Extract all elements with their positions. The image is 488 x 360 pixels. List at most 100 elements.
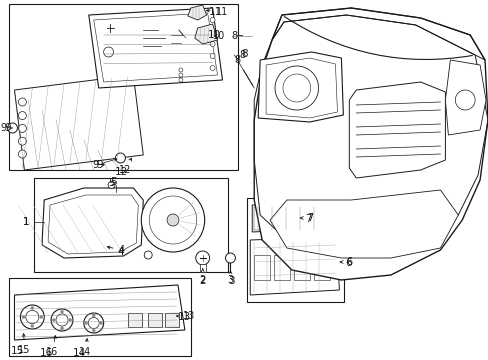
Polygon shape: [89, 8, 222, 88]
Text: 2: 2: [199, 276, 205, 286]
Circle shape: [19, 150, 26, 158]
Circle shape: [108, 181, 115, 189]
Circle shape: [69, 319, 72, 321]
Circle shape: [210, 41, 215, 46]
Text: 5: 5: [110, 177, 117, 187]
Text: 8: 8: [241, 49, 247, 59]
Text: 2: 2: [199, 269, 205, 285]
Bar: [199, 264, 205, 272]
Polygon shape: [187, 5, 206, 20]
Circle shape: [88, 318, 99, 328]
Bar: [34, 178, 228, 272]
Circle shape: [149, 196, 196, 244]
Circle shape: [31, 324, 34, 328]
Circle shape: [167, 214, 179, 226]
Polygon shape: [194, 24, 217, 44]
Text: 5: 5: [108, 178, 115, 188]
Text: 1: 1: [23, 217, 29, 227]
Bar: [247, 198, 344, 302]
Circle shape: [26, 310, 39, 324]
Circle shape: [274, 66, 318, 110]
Circle shape: [210, 66, 215, 71]
Circle shape: [195, 251, 209, 265]
Polygon shape: [269, 190, 457, 258]
Text: 13: 13: [178, 312, 191, 322]
Circle shape: [92, 314, 95, 317]
Bar: [128, 313, 142, 327]
Text: 11: 11: [206, 7, 227, 17]
Circle shape: [19, 125, 26, 132]
Circle shape: [19, 112, 26, 120]
Circle shape: [83, 313, 103, 333]
Circle shape: [179, 73, 183, 77]
Text: 4: 4: [117, 247, 123, 257]
Text: 8: 8: [239, 50, 245, 60]
Circle shape: [51, 309, 73, 331]
Circle shape: [179, 68, 183, 72]
Text: 13: 13: [176, 311, 195, 321]
Text: 8: 8: [231, 31, 237, 41]
Text: 15: 15: [11, 346, 24, 356]
Circle shape: [31, 306, 34, 310]
Text: 9: 9: [4, 123, 11, 133]
Circle shape: [7, 123, 18, 133]
Polygon shape: [252, 203, 333, 232]
Circle shape: [454, 90, 474, 110]
Circle shape: [19, 98, 26, 106]
Bar: [165, 313, 179, 327]
Text: 9: 9: [92, 158, 117, 170]
Polygon shape: [258, 52, 343, 122]
Text: 1: 1: [23, 217, 30, 227]
Text: 10: 10: [212, 31, 224, 41]
Polygon shape: [348, 82, 445, 178]
Text: 9: 9: [0, 123, 12, 133]
Text: →: →: [97, 160, 104, 170]
Polygon shape: [15, 75, 143, 170]
Text: 7: 7: [305, 214, 311, 224]
Circle shape: [92, 329, 95, 332]
Bar: [273, 255, 289, 280]
Text: 14: 14: [73, 348, 86, 358]
Bar: [8, 4, 238, 170]
Circle shape: [61, 327, 63, 330]
Text: 16: 16: [40, 348, 53, 358]
Bar: [254, 255, 269, 280]
Text: 10: 10: [207, 30, 221, 40]
Text: 3: 3: [228, 276, 234, 286]
Polygon shape: [42, 188, 143, 258]
Bar: [148, 313, 162, 327]
Circle shape: [179, 78, 183, 82]
Circle shape: [141, 188, 204, 252]
Text: 6: 6: [345, 258, 351, 268]
Circle shape: [22, 315, 25, 319]
Text: 11: 11: [208, 7, 222, 17]
Circle shape: [144, 251, 152, 259]
Text: 4: 4: [107, 245, 124, 255]
Text: 12: 12: [115, 167, 128, 177]
Text: 15: 15: [19, 334, 31, 355]
Bar: [8, 278, 190, 356]
Circle shape: [61, 310, 63, 313]
Text: 9: 9: [96, 160, 103, 170]
Text: 7: 7: [300, 213, 312, 223]
Circle shape: [19, 137, 26, 145]
Circle shape: [40, 315, 42, 319]
Text: ─: ─: [236, 31, 242, 41]
Text: 6: 6: [340, 257, 352, 267]
Circle shape: [225, 253, 235, 263]
Text: 8: 8: [234, 55, 252, 86]
Polygon shape: [254, 8, 487, 280]
Polygon shape: [15, 285, 184, 340]
Circle shape: [210, 18, 215, 23]
Circle shape: [210, 54, 215, 59]
Circle shape: [52, 319, 55, 321]
Circle shape: [20, 305, 44, 329]
Text: 12: 12: [118, 158, 131, 175]
Text: 16: 16: [46, 336, 58, 357]
Circle shape: [84, 321, 88, 324]
Circle shape: [210, 30, 215, 35]
Circle shape: [283, 74, 310, 102]
Circle shape: [100, 321, 102, 324]
Circle shape: [56, 314, 68, 326]
Polygon shape: [250, 237, 339, 295]
